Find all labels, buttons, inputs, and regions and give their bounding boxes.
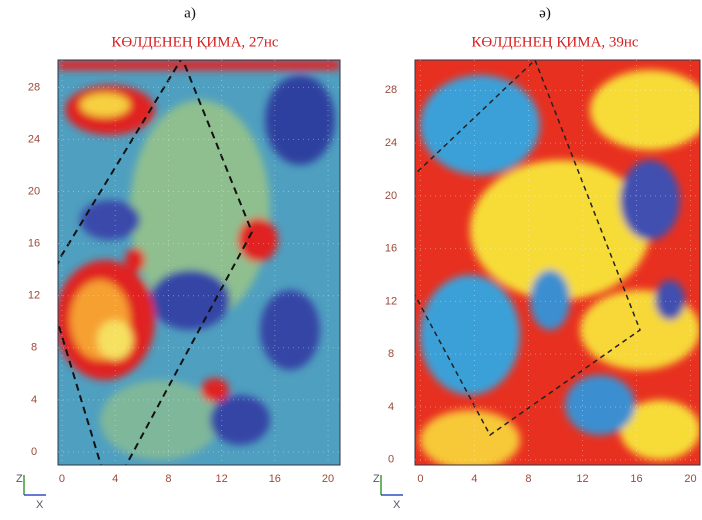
- x-tick-label: 4: [112, 473, 118, 485]
- x-tick-label: 8: [525, 473, 531, 485]
- x-tick-label: 0: [59, 473, 65, 485]
- x-tick-label: 8: [165, 473, 171, 485]
- y-tick-label: 12: [28, 290, 40, 302]
- panel-label: ә): [539, 5, 551, 21]
- chart-title: КӨЛДЕНЕҢ ҚИМА, 27нс: [111, 34, 279, 50]
- y-tick-label: 16: [385, 243, 397, 255]
- axis-label: Z: [373, 473, 380, 485]
- x-tick-label: 16: [630, 473, 642, 485]
- x-tick-label: 20: [322, 473, 334, 485]
- y-tick-label: 4: [388, 401, 394, 413]
- x-tick-label: 16: [269, 473, 281, 485]
- heatmap-image: [372, 60, 702, 470]
- y-tick-label: 24: [385, 137, 397, 149]
- y-tick-label: 20: [385, 190, 397, 202]
- y-tick-label: 0: [388, 454, 394, 466]
- panel-label: а): [184, 5, 196, 21]
- y-tick-label: 28: [385, 84, 397, 96]
- y-tick-label: 8: [31, 342, 37, 354]
- axis-label: X: [36, 499, 44, 511]
- figure: а) КӨЛДЕНЕҢ ҚИМА, 27нс ә) КӨЛДЕНЕҢ ҚИМА,…: [0, 0, 702, 520]
- axis-label: X: [393, 499, 401, 511]
- x-tick-label: 20: [684, 473, 696, 485]
- x-tick-label: 12: [215, 473, 227, 485]
- y-tick-label: 20: [28, 185, 40, 197]
- y-tick-label: 4: [31, 394, 37, 406]
- y-tick-label: 8: [388, 348, 394, 360]
- x-tick-label: 0: [417, 473, 423, 485]
- y-tick-label: 24: [28, 133, 40, 145]
- axis-label: Z: [16, 473, 23, 485]
- y-tick-label: 12: [385, 295, 397, 307]
- y-tick-label: 16: [28, 238, 40, 250]
- y-tick-label: 0: [31, 446, 37, 458]
- heatmap-image: [48, 58, 340, 495]
- y-tick-label: 28: [28, 81, 40, 93]
- chart-title: КӨЛДЕНЕҢ ҚИМА, 39нс: [471, 34, 639, 50]
- x-tick-label: 12: [576, 473, 588, 485]
- x-tick-label: 4: [471, 473, 477, 485]
